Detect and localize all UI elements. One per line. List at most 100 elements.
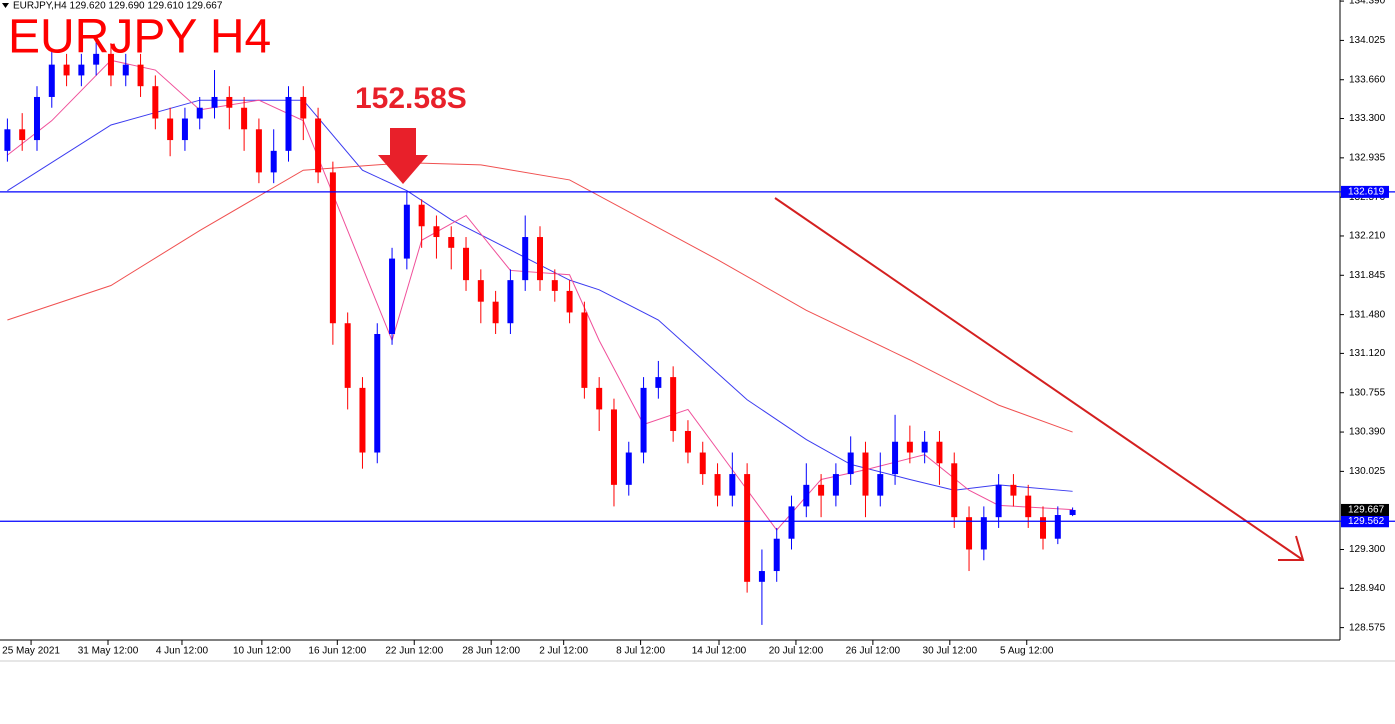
candle-body <box>433 226 440 238</box>
candle-body <box>137 64 144 87</box>
candle-body <box>4 129 11 151</box>
candle-body <box>832 474 839 496</box>
y-tick-label: 128.575 <box>1349 622 1386 633</box>
candle-body <box>596 387 603 410</box>
trend-line <box>774 197 1304 561</box>
y-tick-label: 134.390 <box>1349 0 1386 7</box>
down-arrow <box>378 128 428 184</box>
candle-body <box>966 517 973 550</box>
x-tick-label: 16 Jun 12:00 <box>308 646 366 657</box>
candle-body <box>522 237 529 281</box>
candle-body <box>300 96 307 119</box>
candle-body <box>847 452 854 475</box>
candle-body <box>389 258 396 335</box>
y-tick-label: 130.390 <box>1349 427 1386 438</box>
x-tick-label: 8 Jul 12:00 <box>616 646 665 657</box>
x-tick-label: 2 Jul 12:00 <box>539 646 588 657</box>
candle-body <box>906 441 913 453</box>
symbol-header: EURJPY,H4 129.620 129.690 129.610 129.66… <box>13 1 223 12</box>
candle-body <box>729 474 736 496</box>
x-tick-label: 26 Jul 12:00 <box>846 646 901 657</box>
level-price-box <box>1341 185 1389 198</box>
y-tick-label: 131.845 <box>1349 270 1386 281</box>
candle-body <box>78 64 85 76</box>
candle-body <box>285 96 292 151</box>
candle-body <box>107 53 114 76</box>
candle-body <box>951 463 958 518</box>
candle-body <box>93 53 100 65</box>
candle-body <box>699 452 706 475</box>
chart-title: EURJPY H4 <box>8 11 271 64</box>
candle-body <box>862 452 869 496</box>
y-tick-label: 133.660 <box>1349 74 1386 85</box>
candle-body <box>463 247 470 281</box>
x-tick-label: 28 Jun 12:00 <box>462 646 520 657</box>
y-tick-label: 129.300 <box>1349 544 1386 555</box>
candle-body <box>315 118 322 173</box>
candle-body <box>507 280 514 324</box>
candle-body <box>1025 495 1032 518</box>
candle-body <box>818 484 825 496</box>
x-tick-label: 20 Jul 12:00 <box>769 646 824 657</box>
candle-body <box>625 452 632 485</box>
candle-body <box>655 377 662 388</box>
x-tick-label: 10 Jun 12:00 <box>233 646 291 657</box>
candle-body <box>63 64 70 76</box>
level-price-label: 129.562 <box>1348 516 1385 527</box>
candle-body <box>226 96 233 108</box>
last-price-box <box>1341 503 1389 516</box>
candle-body <box>196 107 203 119</box>
y-tick-label: 130.755 <box>1349 387 1386 398</box>
candle-body <box>477 280 484 302</box>
candle-body <box>714 474 721 496</box>
candle-body <box>995 484 1002 518</box>
level-price-box <box>1341 515 1389 528</box>
candle-body <box>48 64 55 97</box>
candle-body <box>418 204 425 227</box>
candle-body <box>152 86 159 119</box>
candle-body <box>788 506 795 539</box>
y-tick-label: 132.935 <box>1349 152 1386 163</box>
candle-body <box>211 96 218 108</box>
candle-body <box>492 301 499 324</box>
candle-body <box>33 96 40 141</box>
x-tick-label: 4 Jun 12:00 <box>156 646 209 657</box>
y-tick-label: 134.025 <box>1349 35 1386 46</box>
candle-body <box>1054 515 1061 539</box>
plot-area <box>4 37 1076 625</box>
x-tick-label: 31 May 12:00 <box>78 646 139 657</box>
candle-body <box>1010 484 1017 496</box>
candle-body <box>241 107 248 130</box>
candle-body <box>344 323 351 388</box>
candle-body <box>566 290 573 313</box>
candle-body <box>980 517 987 550</box>
candle-body <box>122 64 129 76</box>
candle-body <box>803 484 810 507</box>
candle-body <box>329 172 336 324</box>
candle-body <box>773 538 780 572</box>
y-tick-label: 131.480 <box>1349 309 1386 320</box>
candle-body <box>551 280 558 291</box>
x-tick-label: 30 Jul 12:00 <box>923 646 978 657</box>
candle-body <box>537 237 543 281</box>
candle-body <box>684 430 691 453</box>
candle-body <box>374 334 381 453</box>
candle-body <box>181 118 188 141</box>
candle-body <box>448 237 455 248</box>
candle-body <box>877 474 884 496</box>
candle-body <box>921 441 928 453</box>
moving-average <box>7 162 1073 433</box>
x-tick-label: 22 Jun 12:00 <box>385 646 443 657</box>
candle-body <box>403 204 410 259</box>
y-tick-label: 130.025 <box>1349 466 1386 477</box>
candle-body <box>255 129 262 173</box>
trend-arrowhead <box>1278 535 1305 561</box>
y-tick-label: 132.210 <box>1349 231 1386 242</box>
candle-body <box>1040 517 1047 539</box>
candle-body <box>610 409 617 485</box>
menu-triangle[interactable] <box>2 3 9 8</box>
candle-body <box>19 129 26 141</box>
candle-body <box>936 441 943 464</box>
